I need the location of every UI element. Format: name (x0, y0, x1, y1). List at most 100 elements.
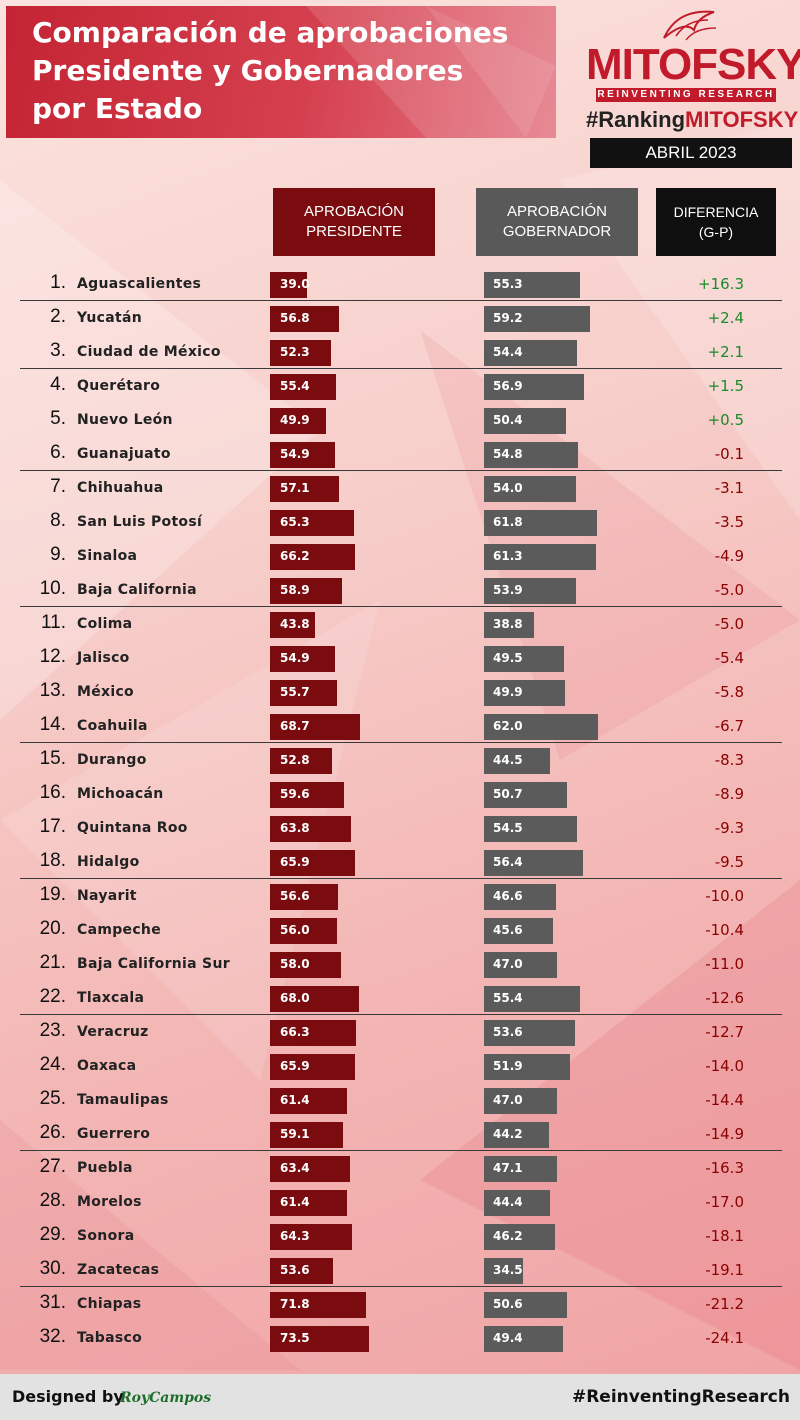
difference-value: -8.3 (714, 751, 744, 769)
governor-value-label: 61.8 (493, 515, 523, 529)
governor-value-label: 59.2 (493, 311, 523, 325)
governor-value-label: 54.0 (493, 481, 523, 495)
rank-number: 4. (50, 374, 66, 395)
president-bar (270, 476, 340, 502)
state-name: Guerrero (77, 1126, 151, 1142)
rank-number: 9. (50, 544, 66, 565)
governor-bar (484, 306, 591, 332)
governor-bar (484, 510, 598, 536)
difference-value: +16.3 (698, 275, 744, 293)
governor-bar (484, 578, 576, 604)
rank-number: 24. (39, 1054, 66, 1075)
governor-value-label: 46.6 (493, 889, 523, 903)
rank-number: 26. (39, 1122, 66, 1143)
ranking-brand: MITOFSKY (685, 107, 799, 132)
table-row: 21. Baja California Sur 58.0 47.0 -11.0 (0, 947, 800, 981)
president-value-label: 43.8 (280, 617, 310, 631)
governor-value-label: 45.6 (493, 923, 523, 937)
row-divider (20, 878, 782, 879)
president-bar (270, 714, 360, 740)
difference-value: -5.8 (714, 683, 744, 701)
rank-number: 27. (39, 1156, 66, 1177)
president-value-label: 39.0 (280, 277, 310, 291)
governor-bar (484, 884, 556, 910)
president-value-label: 65.9 (280, 855, 310, 869)
governor-value-label: 54.8 (493, 447, 523, 461)
governor-bar (484, 850, 583, 876)
table-row: 7. Chihuahua 57.1 54.0 -3.1 (0, 471, 800, 505)
governor-value-label: 44.4 (493, 1195, 523, 1209)
state-name: Guanajuato (77, 446, 171, 462)
president-bar (270, 986, 359, 1012)
title-line-2: Presidente y Gobernadores (32, 54, 464, 87)
president-value-label: 54.9 (280, 651, 310, 665)
governor-bar (484, 680, 565, 706)
rank-number: 11. (40, 612, 66, 633)
row-divider (20, 300, 782, 301)
table-row: 28. Morelos 61.4 44.4 -17.0 (0, 1185, 800, 1219)
state-name: Coahuila (77, 718, 148, 734)
table-row: 19. Nayarit 56.6 46.6 -10.0 (0, 879, 800, 913)
president-value-label: 56.0 (280, 923, 310, 937)
rank-number: 8. (50, 510, 66, 531)
table-row: 10. Baja California 58.9 53.9 -5.0 (0, 573, 800, 607)
column-header-governor: APROBACIÓN GOBERNADOR (476, 188, 638, 256)
difference-value: -14.0 (705, 1057, 744, 1075)
president-value-label: 63.4 (280, 1161, 310, 1175)
state-name: Querétaro (77, 378, 161, 394)
president-value-label: 57.1 (280, 481, 310, 495)
president-bar (270, 1088, 347, 1114)
rank-number: 3. (50, 340, 66, 361)
ranking-hashtag: #RankingMITOFSKY (586, 106, 799, 134)
survey-date: ABRIL 2023 (590, 138, 792, 168)
governor-value-label: 56.9 (493, 379, 523, 393)
rank-number: 5. (50, 408, 66, 429)
difference-value: -0.1 (714, 445, 744, 463)
governor-bar (484, 714, 598, 740)
state-name: Morelos (77, 1194, 142, 1210)
table-row: 22. Tlaxcala 68.0 55.4 -12.6 (0, 981, 800, 1015)
difference-value: -12.6 (705, 989, 744, 1007)
president-bar (270, 1258, 333, 1284)
governor-value-label: 46.2 (493, 1229, 523, 1243)
president-bar (270, 1292, 366, 1318)
president-value-label: 68.7 (280, 719, 310, 733)
state-name: Hidalgo (77, 854, 140, 870)
difference-value: -9.5 (714, 853, 744, 871)
difference-value: -4.9 (714, 547, 744, 565)
president-bar (270, 952, 341, 978)
president-bar (270, 340, 331, 366)
state-name: Ciudad de México (77, 344, 221, 360)
difference-value: -21.2 (705, 1295, 744, 1313)
president-value-label: 61.4 (280, 1093, 310, 1107)
state-name: México (77, 684, 134, 700)
president-bar (270, 1122, 343, 1148)
governor-value-label: 54.4 (493, 345, 523, 359)
president-value-label: 71.8 (280, 1297, 310, 1311)
president-value-label: 52.8 (280, 753, 310, 767)
brand-name: MITOFSKY (586, 40, 800, 89)
ranking-prefix: #Ranking (586, 107, 686, 132)
governor-bar (484, 1258, 523, 1284)
table-row: 14. Coahuila 68.7 62.0 -6.7 (0, 709, 800, 743)
state-name: Durango (77, 752, 147, 768)
president-value-label: 49.9 (280, 413, 310, 427)
difference-value: -16.3 (705, 1159, 744, 1177)
table-row: 6. Guanajuato 54.9 54.8 -0.1 (0, 437, 800, 471)
state-name: Baja California (77, 582, 197, 598)
title-line-1: Comparación de aprobaciones (32, 16, 509, 49)
governor-value-label: 50.4 (493, 413, 523, 427)
difference-value: +0.5 (707, 411, 744, 429)
president-value-label: 54.9 (280, 447, 310, 461)
governor-value-label: 50.7 (493, 787, 523, 801)
state-name: Campeche (77, 922, 161, 938)
rank-number: 28. (39, 1190, 66, 1211)
governor-value-label: 55.4 (493, 991, 523, 1005)
brand-logo: MITOFSKY REINVENTING RESEARCH #RankingMI… (586, 6, 800, 168)
president-bar (270, 884, 339, 910)
rank-number: 22. (39, 986, 66, 1007)
president-bar (270, 612, 316, 638)
difference-value: -5.4 (714, 649, 744, 667)
president-bar (270, 680, 337, 706)
brand-tagline: REINVENTING RESEARCH (596, 88, 776, 102)
